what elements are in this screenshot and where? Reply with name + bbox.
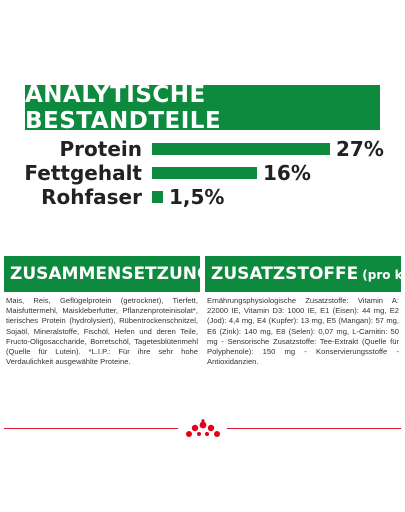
additives-title: ZUSATZSTOFFE bbox=[211, 264, 359, 284]
analysis-label: Protein bbox=[59, 137, 142, 161]
additives-title-suffix: (pro kg) bbox=[362, 268, 401, 282]
analysis-value: 27% bbox=[336, 137, 384, 161]
analysis-label: Rohfaser bbox=[41, 185, 142, 209]
analysis-label: Fettgehalt bbox=[24, 161, 142, 185]
analysis-list: Protein 27% Fettgehalt 16% Rohfaser 1,5% bbox=[0, 132, 405, 212]
composition-title-banner: ZUSAMMENSETZUNG bbox=[4, 256, 200, 292]
analysis-value: 16% bbox=[263, 161, 311, 185]
analysis-bar bbox=[152, 143, 330, 155]
analysis-bar bbox=[152, 167, 257, 179]
additives-title-banner: ZUSATZSTOFFE (pro kg) bbox=[205, 256, 401, 292]
additives-text: Ernährungsphysiologische Zusatzstoffe: V… bbox=[207, 296, 399, 367]
analysis-title: ANALYTISCHE BESTANDTEILE bbox=[25, 81, 222, 134]
additives-panel: ZUSATZSTOFFE (pro kg) Ernährungsphysiolo… bbox=[205, 256, 401, 367]
footer-divider-left bbox=[4, 428, 178, 429]
analysis-row-protein: Protein 27% bbox=[0, 136, 405, 162]
analysis-bar bbox=[152, 191, 163, 203]
analysis-row-fettgehalt: Fettgehalt 16% bbox=[0, 160, 405, 186]
footer-divider-right bbox=[227, 428, 401, 429]
analysis-value: 1,5% bbox=[169, 185, 225, 209]
analysis-title-banner: ANALYTISCHE BESTANDTEILE bbox=[25, 82, 380, 134]
analysis-row-rohfaser: Rohfaser 1,5% bbox=[0, 184, 405, 210]
royal-canin-crown-icon bbox=[183, 419, 223, 439]
composition-panel: ZUSAMMENSETZUNG Mais, Reis, Geflügelprot… bbox=[4, 256, 200, 367]
composition-title: ZUSAMMENSETZUNG bbox=[10, 264, 200, 284]
composition-text: Mais, Reis, Geflügelprotein (getrocknet)… bbox=[6, 296, 198, 367]
